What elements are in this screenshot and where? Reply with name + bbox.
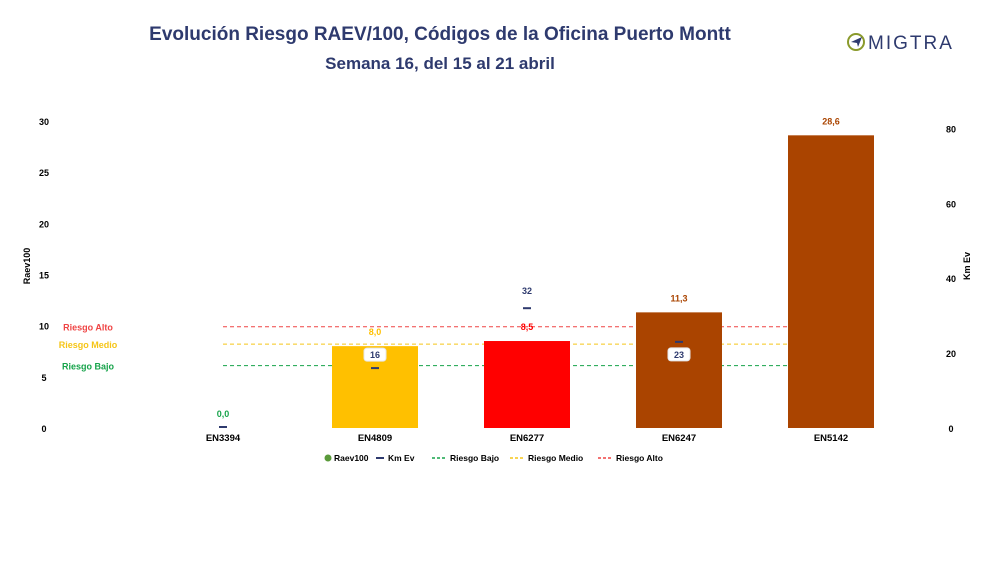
y2-tick-label: 80 xyxy=(946,124,956,134)
y-axis-title: Raev100 xyxy=(22,248,32,285)
km-ev-label-box xyxy=(667,347,691,362)
bar xyxy=(636,312,722,428)
logo-compass-icon xyxy=(847,33,865,51)
y2-axis-title: Km Ev xyxy=(962,252,972,280)
km-ev-label: 23 xyxy=(674,350,684,360)
category-label: EN6247 xyxy=(662,433,696,444)
category-label: EN4809 xyxy=(358,433,392,444)
y-tick-label: 0 xyxy=(41,424,46,434)
bar-value-label: 28,6 xyxy=(822,116,840,126)
category-label: EN3394 xyxy=(206,433,241,444)
km-ev-label: 16 xyxy=(370,350,380,360)
legend-item: Km Ev xyxy=(388,453,415,463)
y2-tick-label: 60 xyxy=(946,199,956,209)
y-tick-label: 25 xyxy=(39,168,49,178)
y-tick-label: 20 xyxy=(39,219,49,229)
chart-title: Evolución Riesgo RAEV/100, Códigos de la… xyxy=(149,24,731,45)
bar-value-label: 11,3 xyxy=(670,293,687,303)
y2-tick-label: 0 xyxy=(948,424,953,434)
threshold-label: Riesgo Alto xyxy=(63,323,113,333)
category-label: EN5142 xyxy=(814,433,848,444)
bar xyxy=(788,135,874,428)
y-tick-label: 5 xyxy=(41,373,46,383)
legend-item: Riesgo Alto xyxy=(616,453,663,463)
legend-item: Riesgo Medio xyxy=(528,453,583,463)
logo-arrow-icon xyxy=(851,37,862,47)
km-ev-label-box xyxy=(363,347,387,362)
bar xyxy=(484,341,570,428)
y-tick-label: 15 xyxy=(39,271,49,281)
threshold-label: Riesgo Medio xyxy=(59,340,118,350)
legend-raev-swatch xyxy=(324,454,332,462)
category-label: EN6277 xyxy=(510,433,544,444)
bar-value-label: 0,0 xyxy=(217,409,230,419)
y2-tick-label: 40 xyxy=(946,274,956,284)
bar-value-label: 8,0 xyxy=(369,327,382,337)
y2-tick-label: 20 xyxy=(946,349,956,359)
y-tick-label: 30 xyxy=(39,117,49,127)
y-tick-label: 10 xyxy=(39,322,49,332)
migtra-logo: MIGTRA xyxy=(847,33,954,54)
threshold-label: Riesgo Bajo xyxy=(62,362,115,372)
km-ev-label: 32 xyxy=(522,286,532,296)
bar-value-label: 8,5 xyxy=(521,322,534,332)
legend-item: Riesgo Bajo xyxy=(450,453,499,463)
chart-subtitle: Semana 16, del 15 al 21 abril xyxy=(325,54,555,73)
logo-text: MIGTRA xyxy=(868,33,954,54)
legend-item: Raev100 xyxy=(334,453,369,463)
